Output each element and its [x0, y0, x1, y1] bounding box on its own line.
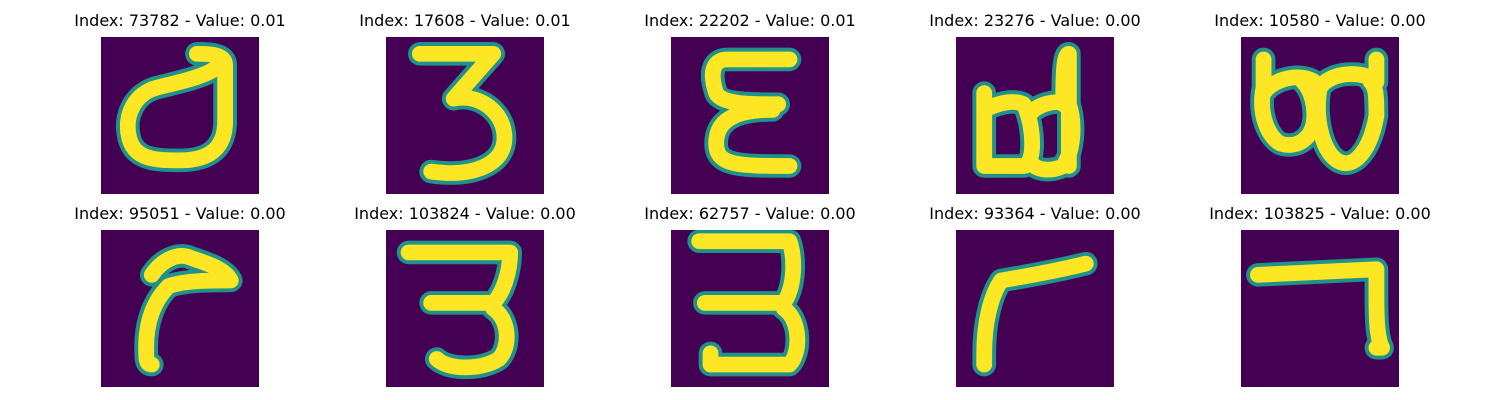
glyph-stroke — [687, 230, 810, 377]
glyph-stroke — [408, 42, 517, 185]
panel-title: Index: 103824 - Value: 0.00 — [354, 204, 576, 223]
panel-8: Index: 62757 - Value: 0.00 — [608, 203, 892, 388]
panel-title: Index: 62757 - Value: 0.00 — [644, 204, 856, 223]
digit-image — [101, 37, 259, 194]
glyph-stroke — [396, 240, 522, 380]
panel-2: Index: 17608 - Value: 0.01 — [323, 10, 607, 195]
panel-4: Index: 23276 - Value: 0.00 — [893, 10, 1177, 195]
digit-image — [386, 230, 544, 387]
digit-image — [956, 230, 1114, 387]
digit-image — [671, 37, 829, 194]
panel-7: Index: 103824 - Value: 0.00 — [323, 203, 607, 388]
digit-image — [1241, 37, 1399, 194]
panel-title: Index: 23276 - Value: 0.00 — [929, 11, 1141, 30]
panel-title: Index: 103825 - Value: 0.00 — [1209, 204, 1431, 223]
panel-6: Index: 95051 - Value: 0.00 — [38, 203, 322, 388]
panel-title: Index: 17608 - Value: 0.01 — [359, 11, 571, 30]
panel-title: Index: 93364 - Value: 0.00 — [929, 204, 1141, 223]
glyph-stroke — [134, 244, 243, 377]
panel-9: Index: 93364 - Value: 0.00 — [893, 203, 1177, 388]
panel-title: Index: 95051 - Value: 0.00 — [74, 204, 286, 223]
panel-10: Index: 103825 - Value: 0.00 — [1178, 203, 1462, 388]
glyph-stroke — [972, 42, 1085, 182]
glyph-stroke — [1246, 257, 1394, 360]
panel-title: Index: 22202 - Value: 0.01 — [644, 11, 856, 30]
glyph-stroke — [972, 251, 1098, 377]
digit-image — [956, 37, 1114, 194]
digit-image — [1241, 230, 1399, 387]
digit-image — [101, 230, 259, 387]
digit-image — [386, 37, 544, 194]
digit-image — [671, 230, 829, 387]
panel-3: Index: 22202 - Value: 0.01 — [608, 10, 892, 195]
panel-1: Index: 73782 - Value: 0.01 — [38, 10, 322, 195]
panel-title: Index: 10580 - Value: 0.00 — [1214, 11, 1426, 30]
panel-5: Index: 10580 - Value: 0.00 — [1178, 10, 1462, 195]
glyph-stroke — [700, 47, 802, 178]
glyph-stroke — [116, 42, 237, 173]
glyph-stroke — [1250, 47, 1389, 175]
panel-title: Index: 73782 - Value: 0.01 — [74, 11, 286, 30]
